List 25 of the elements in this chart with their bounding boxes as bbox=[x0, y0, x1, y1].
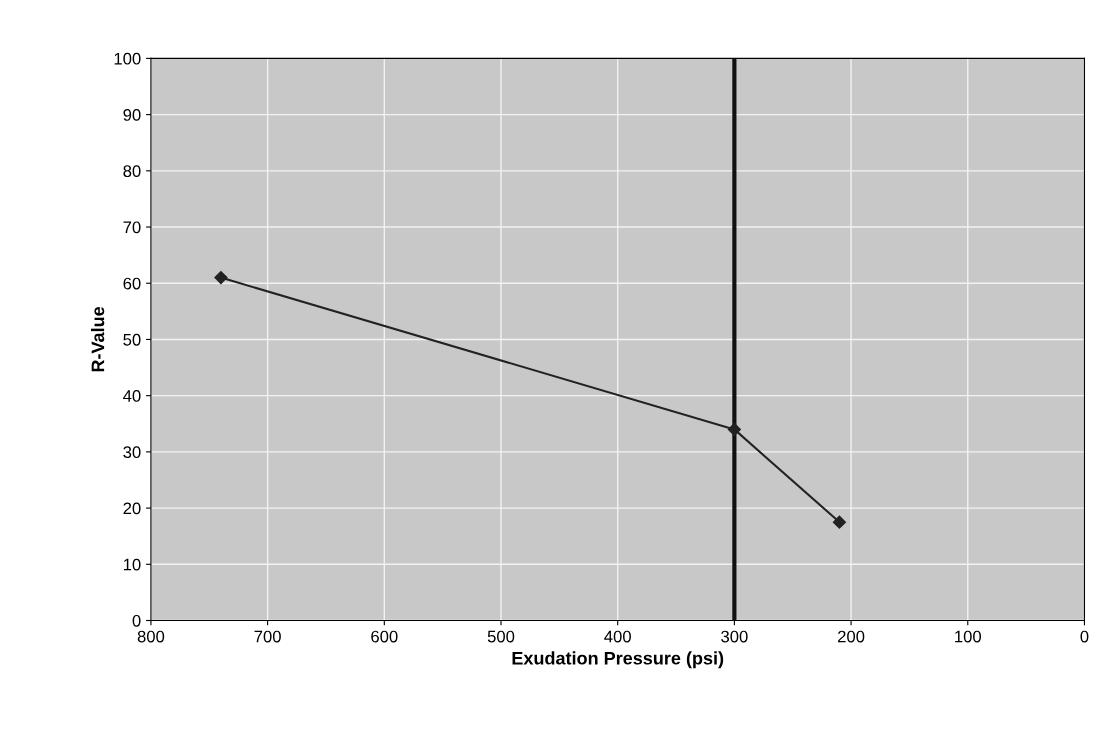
y-tick-label: 50 bbox=[123, 333, 141, 346]
x-tick-label: 400 bbox=[604, 630, 631, 643]
x-tick-label: 100 bbox=[955, 630, 982, 643]
x-tick-label: 800 bbox=[137, 630, 165, 643]
y-tick-label: 0 bbox=[132, 614, 141, 627]
point bbox=[832, 515, 846, 529]
x-tick-label: 600 bbox=[371, 630, 398, 643]
x-tick-label: 300 bbox=[721, 630, 748, 643]
y-tick-label: 100 bbox=[114, 52, 141, 65]
y-tick-label: 20 bbox=[123, 502, 141, 515]
x-tick-label: 0 bbox=[1080, 630, 1089, 643]
y-tick-label: 90 bbox=[123, 109, 141, 121]
y-axis-title: R-Value bbox=[91, 306, 105, 372]
y-tick-label: 10 bbox=[123, 558, 141, 571]
y-tick-label: 60 bbox=[123, 277, 141, 290]
y-tick-label: 40 bbox=[123, 390, 141, 402]
x-tick-label: 700 bbox=[254, 630, 281, 643]
x-tick-label: 500 bbox=[487, 630, 515, 643]
y-tick-label: 70 bbox=[123, 221, 141, 234]
y-tick-label: 30 bbox=[123, 446, 141, 459]
x-axis-title: Exudation Pressure (psi) bbox=[512, 651, 724, 669]
point bbox=[214, 271, 228, 285]
x-tick-label: 200 bbox=[838, 630, 865, 643]
point bbox=[727, 422, 741, 436]
y-tick-label: 80 bbox=[123, 165, 141, 178]
